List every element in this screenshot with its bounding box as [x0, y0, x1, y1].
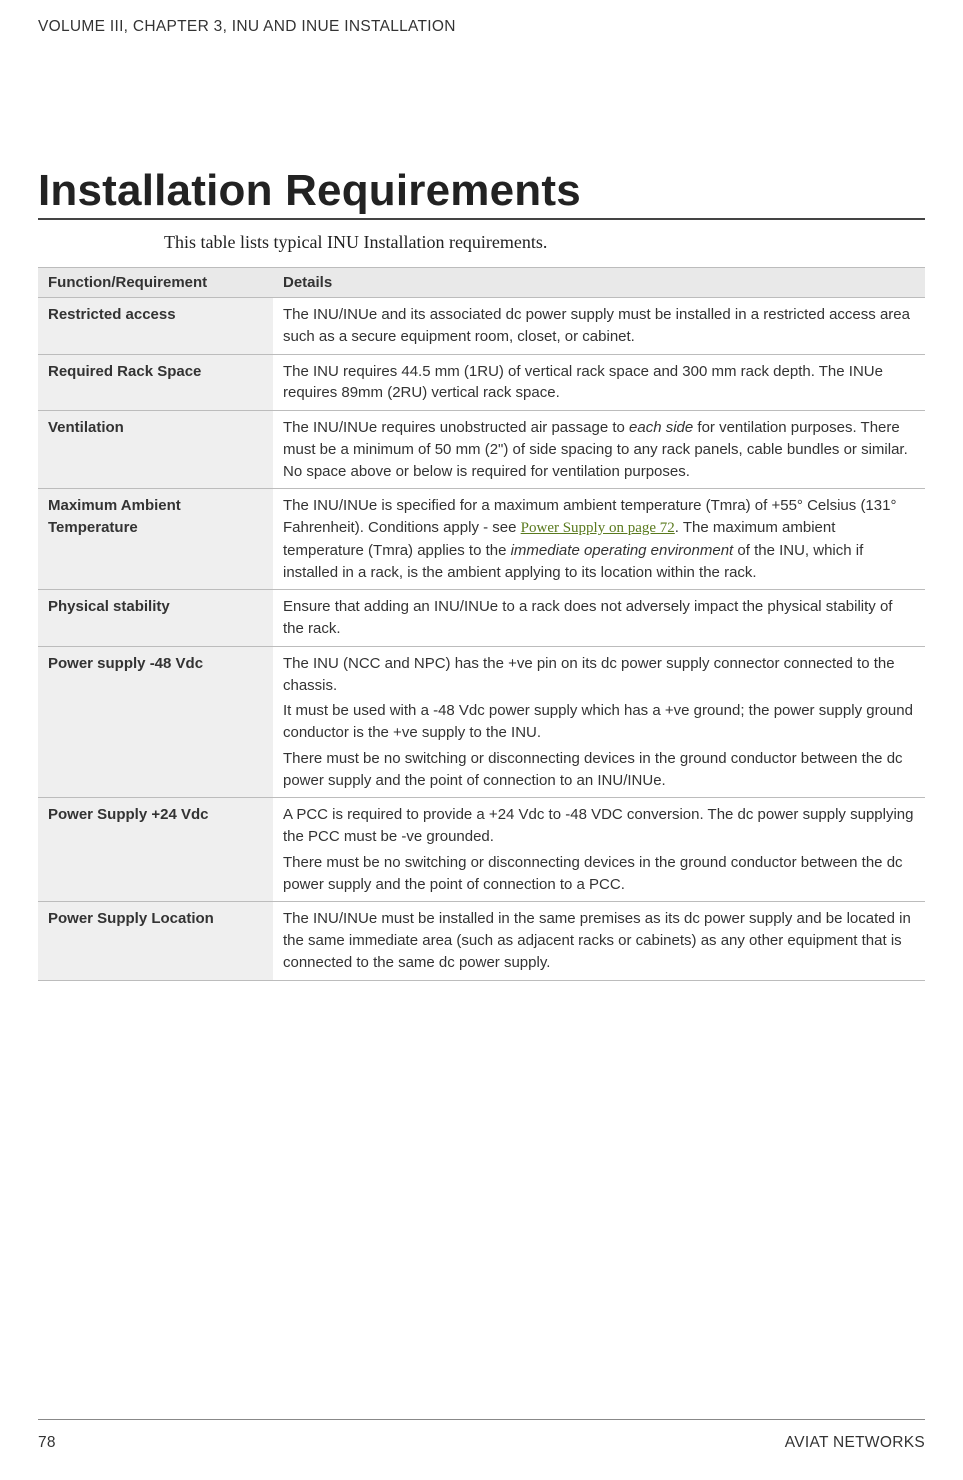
details-cell: The INU/INUe requires unobstructed air p…	[273, 411, 925, 489]
table-row: Maximum Ambient TemperatureThe INU/INUe …	[38, 489, 925, 590]
details-cell: A PCC is required to provide a +24 Vdc t…	[273, 798, 925, 902]
footer-company: AVIAT NETWORKS	[785, 1434, 925, 1452]
table-row: Power supply -48 VdcThe INU (NCC and NPC…	[38, 646, 925, 798]
function-cell: Restricted access	[38, 298, 273, 355]
page-footer: 78 AVIAT NETWORKS	[38, 1419, 925, 1452]
col-header-details: Details	[273, 268, 925, 298]
table-row: Power Supply +24 VdcA PCC is required to…	[38, 798, 925, 902]
table-row: Physical stabilityEnsure that adding an …	[38, 590, 925, 647]
col-header-function: Function/Requirement	[38, 268, 273, 298]
function-cell: Ventilation	[38, 411, 273, 489]
function-cell: Physical stability	[38, 590, 273, 647]
intro-text: This table lists typical INU Installatio…	[164, 232, 925, 253]
table-row: Restricted accessThe INU/INUe and its as…	[38, 298, 925, 355]
details-cell: The INU (NCC and NPC) has the +ve pin on…	[273, 646, 925, 798]
function-cell: Power Supply Location	[38, 902, 273, 980]
details-cell: The INU/INUe and its associated dc power…	[273, 298, 925, 355]
details-cell: The INU/INUe is specified for a maximum …	[273, 489, 925, 590]
table-row: Power Supply LocationThe INU/INUe must b…	[38, 902, 925, 980]
page-header-breadcrumb: VOLUME III, CHAPTER 3, INU AND INUE INST…	[38, 18, 925, 36]
table-header-row: Function/Requirement Details	[38, 268, 925, 298]
function-cell: Power Supply +24 Vdc	[38, 798, 273, 902]
details-cell: Ensure that adding an INU/INUe to a rack…	[273, 590, 925, 647]
requirements-table: Function/Requirement Details Restricted …	[38, 267, 925, 981]
table-row: VentilationThe INU/INUe requires unobstr…	[38, 411, 925, 489]
page-title: Installation Requirements	[38, 166, 925, 220]
function-cell: Power supply -48 Vdc	[38, 646, 273, 798]
table-row: Required Rack SpaceThe INU requires 44.5…	[38, 354, 925, 411]
function-cell: Required Rack Space	[38, 354, 273, 411]
details-cell: The INU/INUe must be installed in the sa…	[273, 902, 925, 980]
page-number: 78	[38, 1434, 56, 1452]
function-cell: Maximum Ambient Temperature	[38, 489, 273, 590]
details-cell: The INU requires 44.5 mm (1RU) of vertic…	[273, 354, 925, 411]
